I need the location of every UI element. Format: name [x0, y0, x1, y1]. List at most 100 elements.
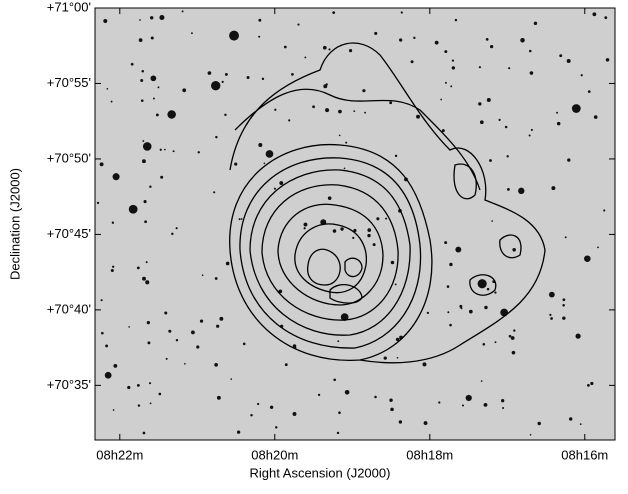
- star: [216, 324, 220, 328]
- star: [284, 363, 288, 367]
- star: [130, 62, 134, 66]
- star: [140, 99, 144, 102]
- star: [556, 121, 561, 126]
- star: [182, 88, 187, 93]
- star: [372, 243, 376, 247]
- star: [127, 385, 131, 390]
- star: [593, 115, 598, 119]
- star: [230, 378, 233, 380]
- star: [422, 362, 427, 367]
- star: [337, 340, 340, 343]
- star: [303, 222, 308, 227]
- star: [275, 426, 278, 429]
- star: [147, 341, 151, 345]
- star: [483, 402, 488, 407]
- star: [484, 305, 488, 310]
- star: [113, 363, 118, 368]
- star: [390, 407, 394, 412]
- star: [512, 248, 516, 252]
- star: [138, 38, 143, 42]
- star: [479, 120, 484, 125]
- star: [155, 113, 159, 117]
- star: [128, 326, 130, 328]
- star: [450, 85, 453, 88]
- star: [551, 186, 556, 191]
- star: [273, 187, 276, 190]
- star: [229, 30, 239, 41]
- star: [146, 321, 151, 325]
- star: [258, 143, 263, 148]
- star: [145, 261, 148, 264]
- star: [562, 298, 566, 302]
- star: [224, 72, 228, 76]
- star: [145, 280, 150, 285]
- star: [550, 317, 553, 320]
- y-axis-label: Declination (J2000): [7, 168, 22, 280]
- star: [480, 380, 483, 382]
- star: [423, 421, 428, 426]
- star: [175, 227, 178, 230]
- star: [444, 81, 447, 84]
- star: [214, 277, 218, 280]
- star: [149, 185, 152, 188]
- y-tick-label: +70°50': [47, 150, 91, 165]
- star: [548, 291, 555, 298]
- star: [590, 381, 594, 386]
- star: [105, 344, 109, 348]
- star: [438, 401, 441, 404]
- star: [216, 395, 221, 400]
- star: [261, 77, 265, 81]
- star: [461, 404, 465, 407]
- star: [317, 393, 321, 397]
- star: [149, 402, 152, 405]
- star: [240, 218, 243, 220]
- star: [142, 276, 146, 281]
- star: [575, 333, 581, 339]
- star: [506, 187, 510, 191]
- star: [504, 125, 508, 129]
- star: [150, 75, 157, 82]
- x-tick-label: 08h18m: [406, 447, 453, 462]
- star: [167, 110, 176, 119]
- star: [567, 158, 571, 162]
- star: [454, 18, 458, 22]
- star: [556, 111, 559, 114]
- star: [343, 167, 346, 170]
- star: [400, 11, 403, 14]
- star: [258, 18, 262, 22]
- star: [304, 56, 307, 59]
- star: [211, 81, 221, 91]
- star: [489, 159, 492, 162]
- y-tick-label: +71°00': [47, 0, 91, 14]
- star: [579, 423, 582, 426]
- star: [325, 108, 330, 113]
- star: [257, 402, 260, 406]
- star: [225, 261, 230, 266]
- star: [395, 337, 400, 342]
- star: [485, 38, 489, 41]
- star: [100, 299, 103, 302]
- star: [250, 413, 253, 417]
- star: [344, 389, 350, 395]
- star: [159, 14, 165, 21]
- star: [398, 420, 403, 424]
- star: [323, 84, 328, 89]
- star: [197, 151, 200, 154]
- star: [224, 113, 227, 117]
- star: [511, 350, 516, 355]
- star: [159, 148, 162, 151]
- y-tick-label: +70°55': [47, 75, 91, 90]
- star: [587, 90, 591, 93]
- star: [201, 274, 204, 277]
- star: [191, 32, 193, 35]
- star: [508, 334, 512, 338]
- star: [390, 260, 395, 265]
- star: [348, 49, 353, 53]
- star: [274, 108, 277, 111]
- star: [376, 217, 380, 221]
- star: [389, 101, 393, 105]
- star: [478, 102, 482, 106]
- star: [389, 398, 393, 402]
- star: [136, 383, 140, 387]
- star: [152, 97, 155, 100]
